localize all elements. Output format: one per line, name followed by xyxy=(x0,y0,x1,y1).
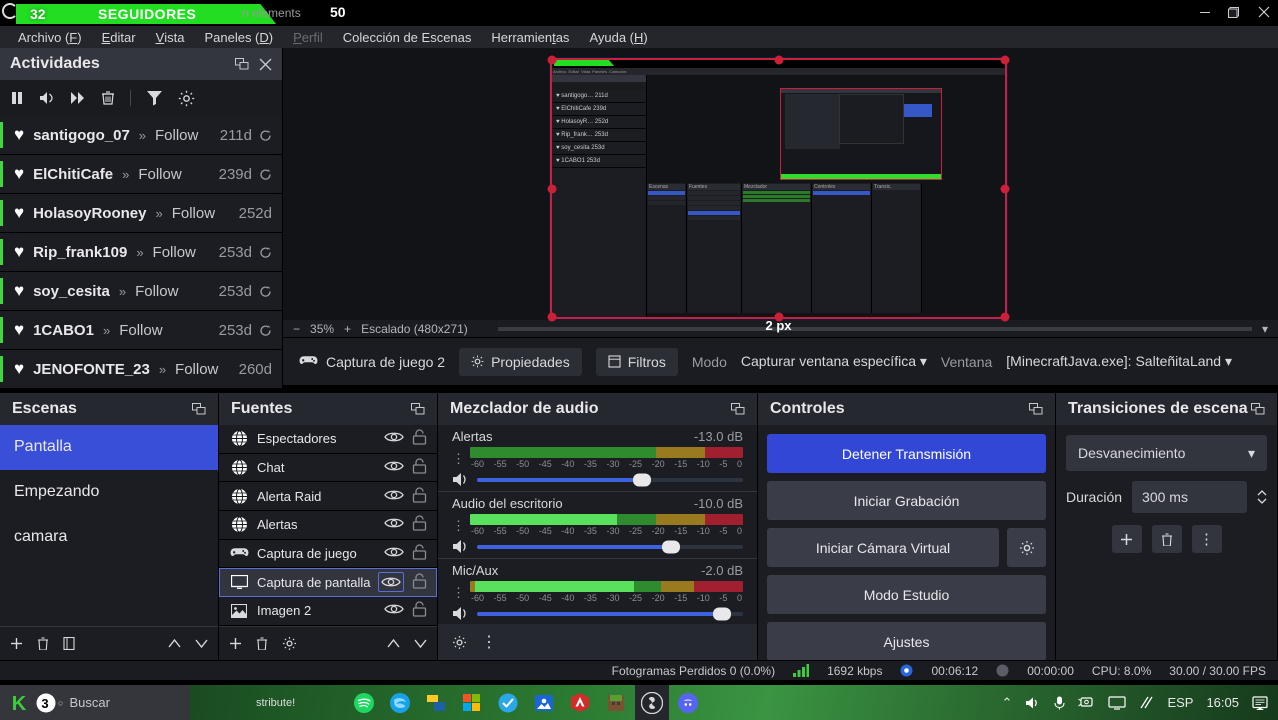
svg-text:3: 3 xyxy=(41,696,48,711)
svg-text:K: K xyxy=(12,693,27,713)
